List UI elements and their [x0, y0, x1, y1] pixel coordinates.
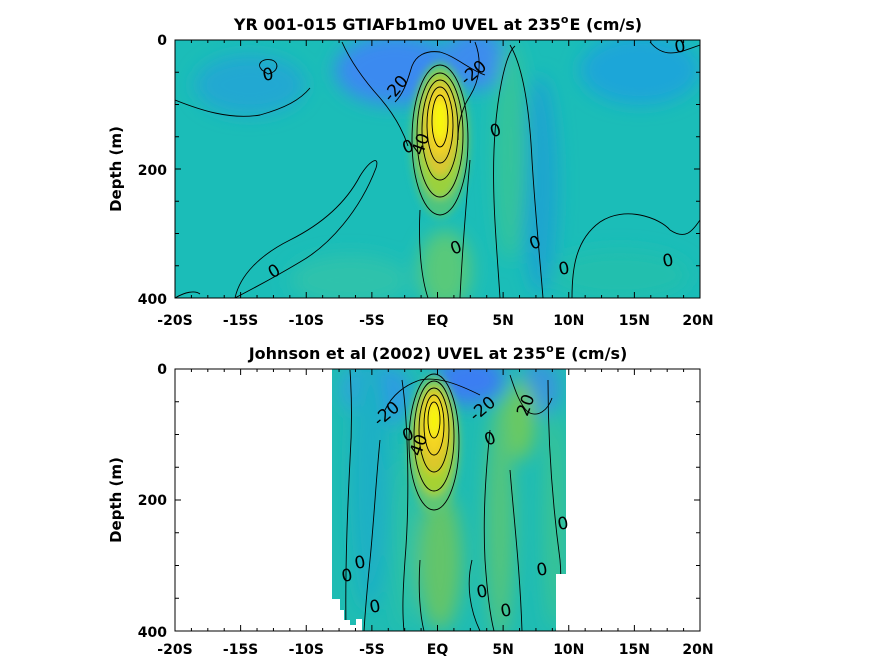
eastward-patch	[494, 40, 526, 260]
y-tick-label: 200	[138, 163, 167, 179]
x-tick-label: 20N	[682, 642, 713, 656]
contour-label: 0	[475, 581, 489, 603]
ticks-model	[174, 39, 701, 299]
data-mask-edge	[332, 599, 362, 626]
eastward-patch	[395, 450, 415, 630]
eastward-patch	[550, 250, 690, 298]
contour-label: 0	[353, 552, 367, 574]
plot-area-model	[175, 40, 700, 298]
contour-label: 0	[499, 600, 513, 622]
eastward-patch	[418, 490, 462, 630]
plot-area-observations	[332, 369, 566, 631]
y-tick-label: 0	[157, 33, 167, 49]
contour-label: 0	[340, 565, 354, 587]
westward-patch	[522, 75, 558, 295]
eastward-patch	[504, 380, 536, 460]
x-tick-label: 10N	[553, 642, 584, 656]
ticks-observations	[174, 368, 701, 632]
panel-model-title: YR 001-015 GTIAFb1m0 UVEL at 235oE (cm/s…	[233, 13, 642, 34]
contour-label: 0	[673, 36, 687, 58]
x-tick-label: -5S	[359, 642, 385, 656]
eastward-patch	[419, 230, 471, 298]
x-tick-label: -10S	[289, 313, 324, 329]
contour-lines	[175, 41, 700, 298]
y-tick-label: 400	[138, 292, 167, 308]
contour-label: 0	[368, 596, 382, 618]
y-tick-label: 0	[157, 362, 167, 378]
data-mask-edge	[332, 626, 362, 631]
x-tick-label: 10N	[553, 313, 584, 329]
x-tick-label: 5N	[492, 642, 513, 656]
x-tick-label: 15N	[619, 313, 650, 329]
eastward-patch	[486, 400, 514, 631]
x-tick-label: 15N	[619, 642, 650, 656]
contour-label: 0	[261, 64, 275, 86]
x-tick-labels-model: -20S -15S -10S -5S EQ 5N 10N 15N 20N	[157, 313, 713, 329]
westward-patch	[580, 40, 700, 105]
x-tick-label: EQ	[427, 313, 449, 329]
y-axis-label-observations: Depth (m)	[107, 457, 125, 543]
y-tick-labels-observations: 0 200 400	[138, 362, 167, 641]
x-tick-label: 5N	[492, 313, 513, 329]
westward-patch	[350, 369, 390, 610]
eastward-patch	[290, 255, 410, 298]
contour-label: 0	[557, 258, 571, 280]
x-tick-label: -15S	[223, 313, 258, 329]
y-axis-label-model: Depth (m)	[107, 126, 125, 212]
contour-label: 0	[535, 559, 549, 581]
y-tick-labels-model: 0 200 400	[138, 33, 167, 308]
x-tick-label: -20S	[157, 642, 192, 656]
y-tick-label: 400	[138, 625, 167, 641]
x-tick-labels-observations: -20S -15S -10S -5S EQ 5N 10N 15N 20N	[157, 642, 713, 656]
x-tick-label: -10S	[289, 642, 324, 656]
panel-model: YR 001-015 GTIAFb1m0 UVEL at 235oE (cm/s…	[107, 13, 714, 329]
panel-observations: Johnson et al (2002) UVEL at 235oE (cm/s…	[107, 342, 714, 656]
contour-lines	[345, 369, 562, 631]
x-tick-label: -5S	[359, 313, 385, 329]
x-tick-label: -15S	[223, 642, 258, 656]
x-tick-label: EQ	[427, 642, 449, 656]
contour-label: 0	[556, 513, 570, 535]
contour-label: 0	[661, 250, 675, 272]
data-mask-edge	[556, 574, 566, 631]
westward-patch	[195, 55, 305, 115]
panel-observations-title: Johnson et al (2002) UVEL at 235oE (cm/s…	[248, 342, 628, 363]
y-tick-label: 200	[138, 493, 167, 509]
x-tick-label: 20N	[682, 313, 713, 329]
contour-label: 0	[488, 120, 504, 142]
westward-patch	[443, 40, 507, 90]
x-tick-label: -20S	[157, 313, 192, 329]
